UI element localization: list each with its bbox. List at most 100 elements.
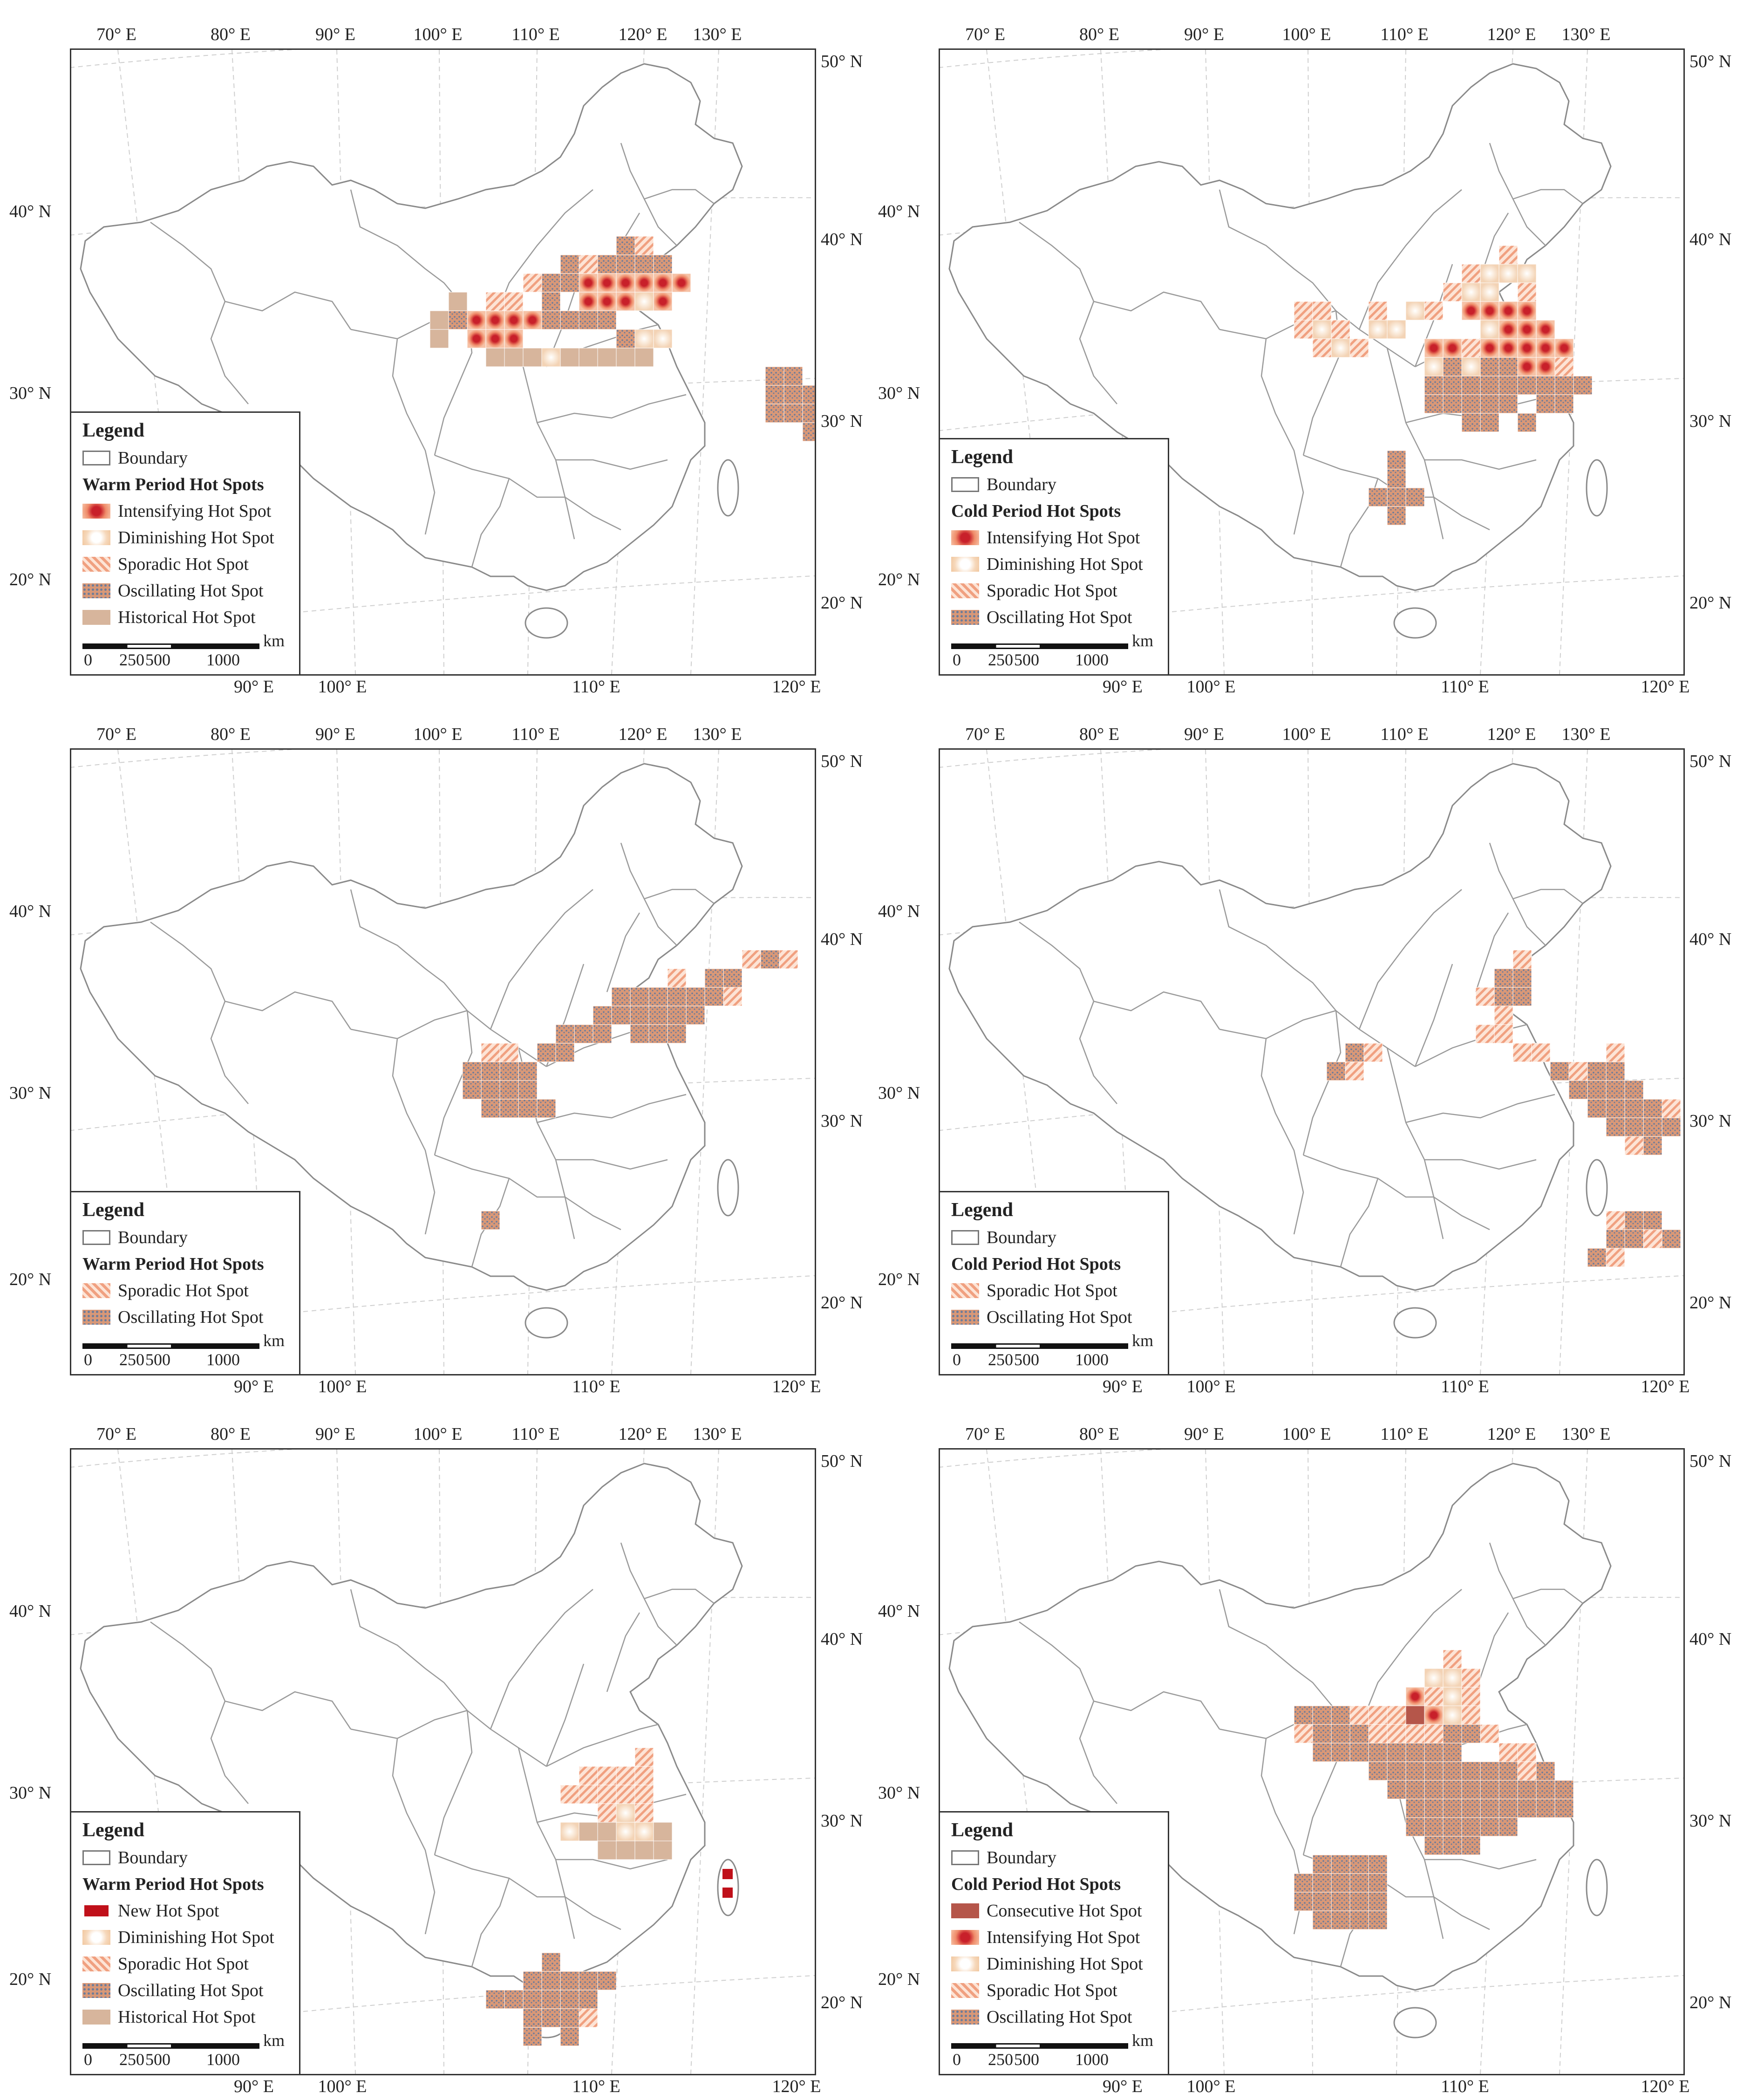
hot-spot-cell-intensifying	[1536, 338, 1555, 358]
legend-label: Oscillating Hot Spot	[118, 1980, 264, 2000]
longitude-tick-top: 120° E	[618, 725, 668, 744]
longitude-tick-top: 130° E	[1561, 1424, 1611, 1444]
longitude-tick-top: 80° E	[211, 1424, 251, 1444]
scale-tick-label: 1000	[206, 1350, 240, 1369]
historical-swatch	[82, 2009, 110, 2025]
boundary-swatch	[951, 1230, 979, 1245]
latitude-tick-right: 30° N	[1689, 1811, 1732, 1831]
hot-spot-cell-diminishing	[1517, 264, 1537, 283]
longitude-tick-top: 110° E	[511, 25, 560, 44]
scale-tick-label: 250	[119, 650, 144, 669]
longitude-tick-bottom: 110° E	[572, 1377, 620, 1396]
scale-unit: km	[263, 1331, 285, 1350]
hot-spot-cell-diminishing	[634, 329, 654, 349]
hot-spot-cell-oscillating	[1405, 1761, 1425, 1781]
hainan-outline	[1393, 1307, 1437, 1339]
hot-spot-cell-sporadic	[634, 236, 654, 255]
latitude-tick-left: 40° N	[9, 202, 52, 221]
hot-spot-cell-oscillating	[537, 1043, 556, 1062]
hot-spot-cell-oscillating	[1368, 487, 1388, 507]
hot-spot-cell-oscillating	[1536, 376, 1555, 395]
legend-row-sporadic: Sporadic Hot Spot	[82, 1277, 299, 1304]
legend-row-boundary: Boundary	[951, 1844, 1168, 1871]
longitude-tick-top: 130° E	[1561, 25, 1611, 44]
hot-spot-cell-oscillating	[1443, 1836, 1462, 1855]
diminishing-swatch	[951, 556, 979, 572]
sporadic-swatch	[951, 1283, 979, 1298]
legend-row-diminishing: Diminishing Hot Spot	[82, 524, 299, 551]
hot-spot-cell-oscillating	[1349, 1854, 1369, 1874]
hot-spot-cell-oscillating	[1517, 1780, 1537, 1799]
hot-spot-cell-oscillating	[1405, 1817, 1425, 1837]
hot-spot-cell-diminishing	[1387, 320, 1406, 339]
legend-label: Boundary	[118, 1227, 188, 1247]
diminishing-swatch	[951, 1956, 979, 1971]
longitude-tick-bottom: 110° E	[1441, 1377, 1489, 1396]
hot-spot-cell-sporadic	[1475, 987, 1495, 1006]
hot-spot-cell-diminishing	[560, 1822, 579, 1841]
legend-row-historical: Historical Hot Spot	[82, 604, 299, 630]
hot-spot-cell-sporadic	[1368, 301, 1388, 321]
hot-spot-cell-sporadic	[1517, 1743, 1537, 1762]
hot-spot-cell-sporadic	[1606, 1248, 1625, 1267]
latitude-tick-left: 30° N	[878, 383, 920, 403]
hot-spot-cell-oscillating	[1312, 1743, 1332, 1762]
scale-bar-graphic	[82, 2043, 259, 2049]
hot-spot-cell-oscillating	[1405, 487, 1425, 507]
longitude-tick-top: 70° E	[96, 25, 136, 44]
hot-spot-cell-sporadic	[1461, 1668, 1481, 1688]
scale-tick-label: 0	[953, 2050, 961, 2069]
hot-spot-cell-oscillating	[1480, 376, 1499, 395]
legend-row-oscillating: Oscillating Hot Spot	[82, 577, 299, 604]
hot-spot-cell-sporadic	[1405, 1724, 1425, 1744]
hot-spot-cell-oscillating	[1294, 1892, 1313, 1911]
hot-spot-cell-diminishing	[1461, 282, 1481, 302]
hot-spot-cell-diminishing	[616, 1822, 635, 1841]
hot-spot-cell-oscillating	[560, 273, 579, 293]
hot-spot-cell-intensifying	[467, 310, 486, 330]
hot-spot-cell-oscillating	[704, 968, 724, 988]
longitude-tick-bottom: 120° E	[772, 677, 821, 697]
latitude-tick-right: 20° N	[821, 1293, 863, 1313]
hot-spot-cell-historical	[616, 1840, 635, 1860]
hot-spot-cell-intensifying	[504, 310, 524, 330]
longitude-tick-bottom: 120° E	[772, 1377, 821, 1396]
map-frame: Legend Boundary Warm Period Hot Spots New H…	[70, 1448, 816, 2075]
scale-tick-label: 500	[1014, 650, 1039, 669]
longitude-tick-top: 110° E	[511, 725, 560, 744]
hot-spot-cell-oscillating	[1643, 1117, 1662, 1137]
map-legend: Legend Boundary Cold Period Hot Spots Spora…	[940, 1191, 1169, 1374]
hot-spot-cell-oscillating	[518, 1061, 538, 1081]
province-boundaries	[150, 1542, 715, 1967]
longitude-tick-top: 90° E	[315, 1424, 355, 1444]
hot-spot-cell-intensifying	[1517, 357, 1537, 376]
hot-spot-cell-historical	[448, 292, 468, 311]
longitude-tick-top: 120° E	[1487, 725, 1536, 744]
latitude-tick-left: 20° N	[878, 1270, 920, 1289]
legend-label: Sporadic Hot Spot	[118, 1954, 249, 1974]
hot-spot-cell-oscillating	[462, 1061, 482, 1081]
hot-spot-cell-oscillating	[481, 1080, 500, 1100]
hot-spot-cell-historical	[634, 348, 654, 367]
legend-row-sporadic: Sporadic Hot Spot	[951, 577, 1168, 604]
hot-spot-cell-oscillating	[1461, 1724, 1481, 1744]
hot-spot-cell-intensifying	[1405, 1687, 1425, 1706]
hainan-outline	[525, 1307, 568, 1339]
hot-spot-cell-oscillating	[597, 310, 617, 330]
latitude-tick-right: 50° N	[821, 752, 863, 771]
hot-spot-cell-oscillating	[648, 1006, 668, 1025]
hot-spot-cell-sporadic	[1368, 1724, 1388, 1744]
hot-spot-cell-diminishing	[616, 1803, 635, 1823]
hot-spot-cell-oscillating	[541, 273, 561, 293]
hot-spot-cell-oscillating	[518, 1099, 538, 1118]
longitude-tick-bottom: 90° E	[234, 1377, 274, 1396]
hot-spot-cell-diminishing	[1331, 338, 1350, 358]
hot-spot-cell-sporadic	[1443, 282, 1462, 302]
longitude-tick-top: 70° E	[965, 725, 1005, 744]
hot-spot-cell-sporadic	[579, 1785, 598, 1804]
hot-spot-cell-sporadic	[1517, 282, 1537, 302]
latitude-tick-right: 20° N	[821, 1993, 863, 2012]
latitude-tick-right: 20° N	[1689, 1993, 1732, 2012]
hot-spot-cell-oscillating	[1461, 413, 1481, 432]
hot-spot-cell-oscillating	[1443, 1817, 1462, 1837]
